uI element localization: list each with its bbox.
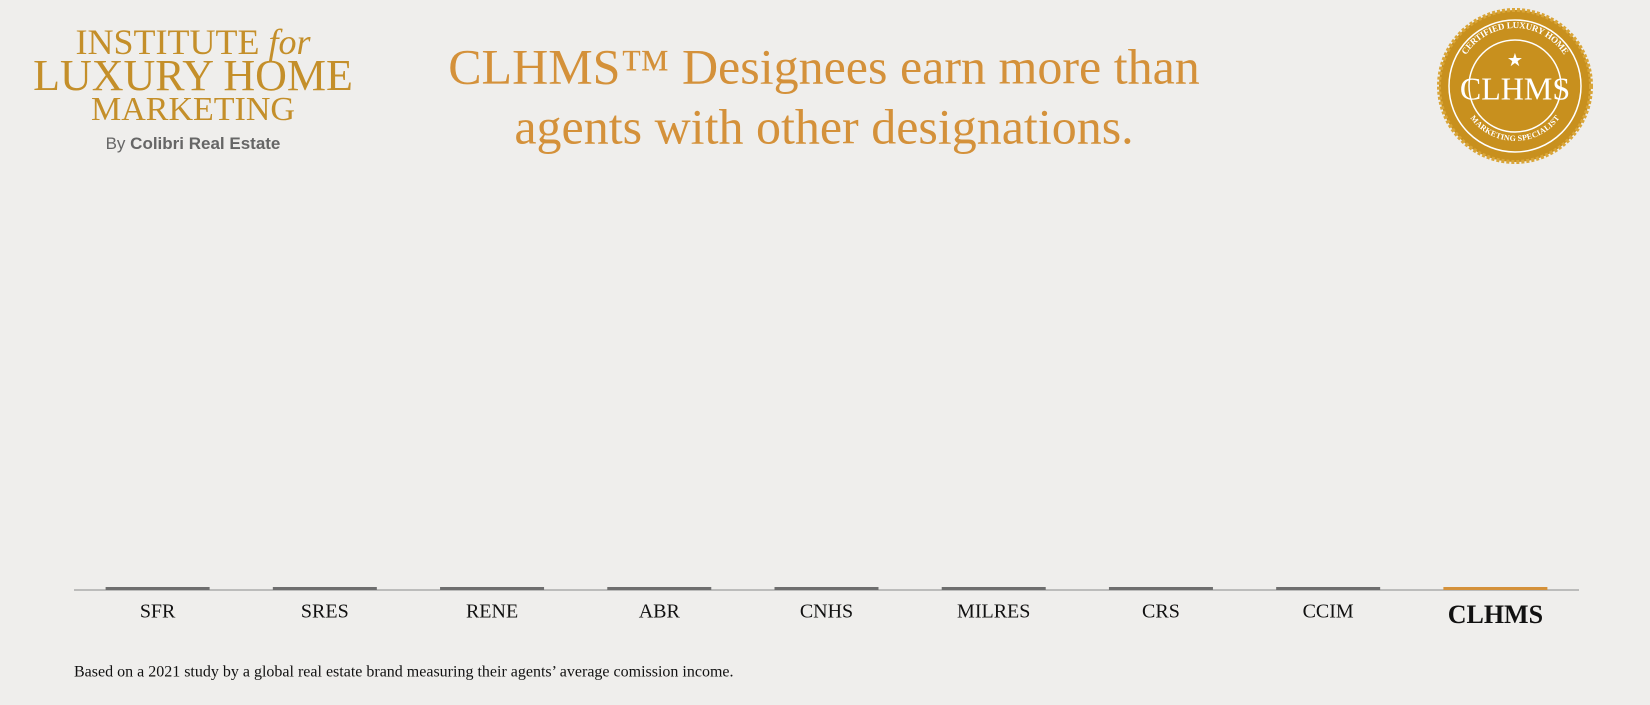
x-tick-label: MILRES bbox=[957, 601, 1030, 623]
seal-center: CLHMS bbox=[1460, 70, 1570, 106]
bar bbox=[1443, 587, 1548, 590]
seal-outer bbox=[1437, 8, 1593, 164]
logo-line: LUXURY HOME bbox=[33, 51, 353, 100]
bar bbox=[1276, 587, 1381, 590]
title-line: agents with other designations. bbox=[514, 98, 1133, 154]
bar bbox=[941, 587, 1046, 590]
seal-ring bbox=[1468, 39, 1562, 133]
seal-star: ★ bbox=[1507, 50, 1523, 70]
bar bbox=[607, 587, 712, 590]
title-line: CLHMS™ Designees earn more than bbox=[448, 38, 1200, 94]
chart: SFR SRES RENE ABR CNHS MILRES CRS CCIM CLHMS bbox=[105, 587, 1548, 629]
bar bbox=[272, 587, 377, 590]
x-tick-label: SRES bbox=[301, 601, 349, 623]
seal-ring bbox=[1448, 19, 1582, 153]
x-tick-label: ABR bbox=[639, 601, 681, 623]
bar bbox=[774, 587, 879, 590]
logo-byline: By Colibri Real Estate bbox=[106, 134, 281, 153]
bar bbox=[105, 587, 210, 590]
bar bbox=[1108, 587, 1213, 590]
logo-line: MARKETING bbox=[91, 91, 295, 128]
bar bbox=[440, 587, 545, 590]
logo-line: INSTITUTE for bbox=[76, 22, 312, 62]
footnote: Based on a 2021 study by a global real e… bbox=[74, 664, 734, 681]
title: CLHMS™ Designees earn more than agents w… bbox=[448, 38, 1200, 154]
x-tick-label: CRS bbox=[1142, 601, 1180, 623]
x-tick-label: CLHMS bbox=[1448, 600, 1543, 629]
logo: INSTITUTE for LUXURY HOME MARKETING By C… bbox=[33, 22, 353, 153]
x-tick-label: CNHS bbox=[800, 601, 853, 623]
x-tick-label: CCIM bbox=[1303, 601, 1354, 623]
x-tick-label: SFR bbox=[140, 601, 176, 623]
seal: CERTIFIED LUXURY HOME MARKETING SPECIALI… bbox=[1437, 8, 1593, 164]
x-tick-label: RENE bbox=[466, 601, 518, 623]
